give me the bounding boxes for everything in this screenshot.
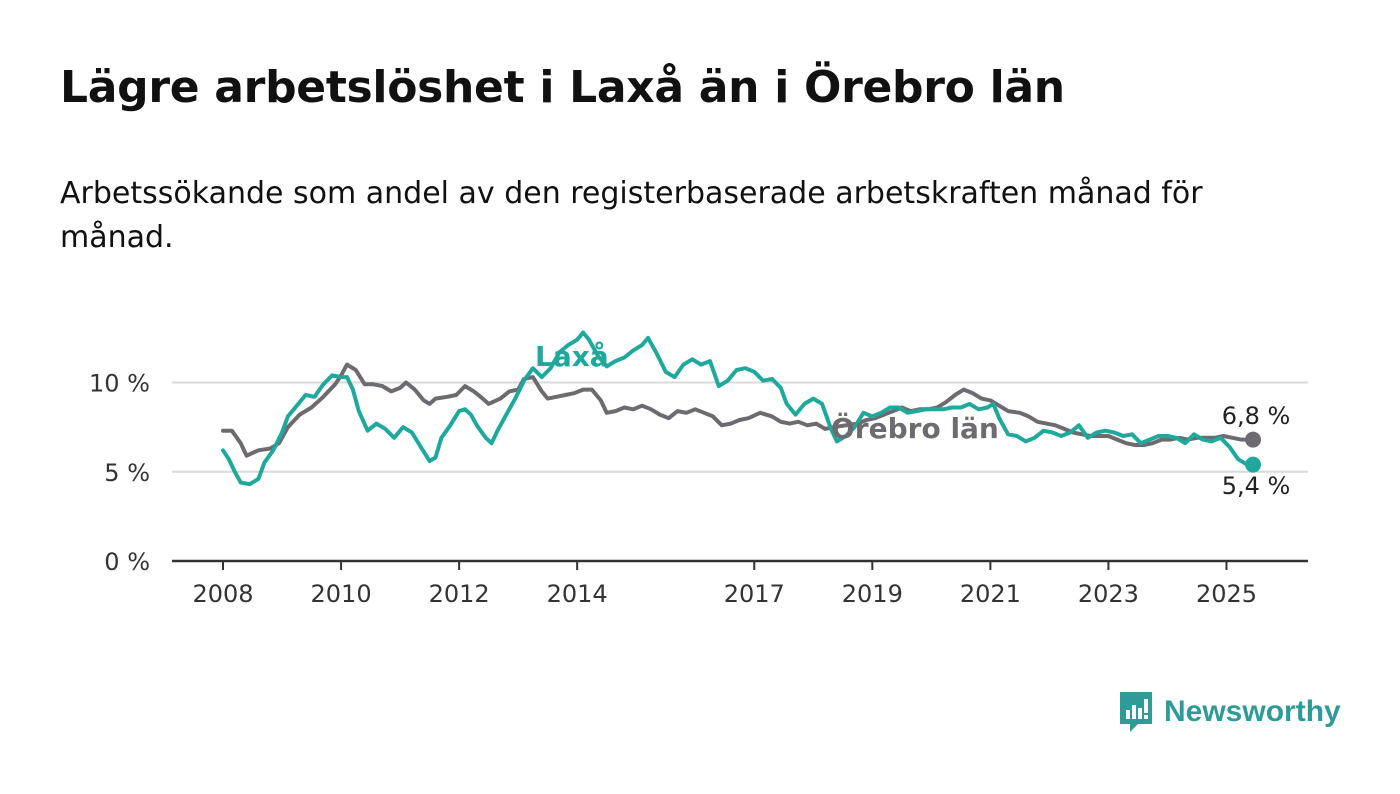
y-tick-label: 5 % [104,459,150,487]
series-labels: Laxå Örebro län 6,8 % 5,4 % [535,340,1290,500]
newsworthy-logo-icon [1120,692,1152,732]
end-markers [1245,431,1262,473]
x-tick-label: 2012 [429,580,490,608]
end-value-label-orebro: 6,8 % [1222,402,1291,430]
brand-name: Newsworthy [1164,695,1341,728]
gridlines [172,381,1308,563]
x-tick-label: 2008 [192,580,253,608]
end-point-marker-laxa [1245,456,1262,473]
x-tick-label: 2010 [311,580,372,608]
chart-subtitle: Arbetssökande som andel av den registerb… [60,176,1203,255]
series-label-laxa: Laxå [535,340,609,373]
x-tick-label: 2017 [724,580,785,608]
series-lines [221,330,1255,487]
series-label-orebro: Örebro län [831,411,999,445]
y-tick-label: 10 % [89,370,150,398]
y-axis-labels: 0 % 5 % 10 % [89,370,150,577]
series-line-orebro [221,362,1255,458]
x-tick-label: 2023 [1078,580,1139,608]
series-line-laxa [221,330,1255,487]
x-axis-labels: 2008 2010 2012 2014 2017 2019 2021 2023 2025 [192,561,1257,608]
x-tick-label: 2014 [547,580,608,608]
x-tick-label: 2021 [960,580,1021,608]
x-tick-label: 2025 [1196,580,1257,608]
y-tick-label: 0 % [104,548,150,576]
x-tick-label: 2019 [842,580,903,608]
end-point-marker-orebro [1245,431,1262,448]
newsworthy-brand: Newsworthy [1118,690,1341,734]
end-value-label-laxa: 5,4 % [1222,472,1291,500]
chart-title: Lägre arbetslöshet i Laxå än i Örebro lä… [60,62,1065,113]
